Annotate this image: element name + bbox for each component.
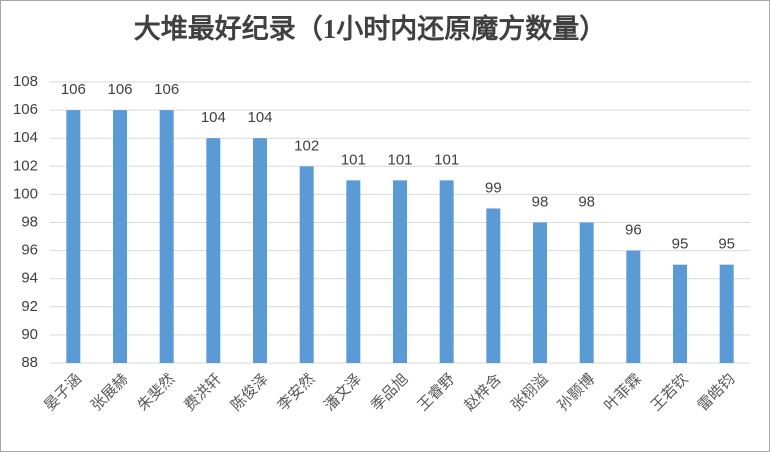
value-label: 104: [247, 109, 272, 126]
value-label: 98: [532, 193, 549, 210]
bar: [159, 110, 174, 363]
bar: [626, 250, 641, 363]
value-label: 102: [294, 137, 319, 154]
value-label: 101: [341, 151, 366, 168]
value-label: 106: [61, 81, 86, 98]
y-tick-label: 108: [13, 73, 38, 90]
value-label: 99: [485, 179, 502, 196]
bar: [346, 180, 361, 363]
bar: [253, 138, 267, 363]
bar: [393, 180, 407, 363]
value-label: 101: [387, 151, 412, 168]
y-tick-label: 98: [21, 213, 38, 230]
value-label: 98: [578, 193, 595, 210]
bar: [299, 166, 314, 363]
value-label: 101: [434, 151, 459, 168]
bar: [486, 208, 501, 363]
y-tick-label: 104: [13, 129, 38, 146]
bar: [533, 222, 547, 363]
bar: [206, 138, 221, 363]
y-tick-label: 94: [21, 270, 38, 287]
y-tick-label: 102: [13, 157, 38, 174]
bar: [66, 110, 81, 363]
value-label: 104: [201, 109, 226, 126]
bar: [719, 264, 734, 363]
bar: [579, 222, 594, 363]
value-label: 95: [718, 236, 735, 253]
value-label: 95: [672, 236, 689, 253]
y-tick-label: 106: [13, 101, 38, 118]
y-tick-label: 92: [21, 298, 38, 315]
bar: [673, 264, 687, 363]
y-tick-label: 90: [21, 326, 38, 343]
y-tick-label: 88: [21, 354, 38, 371]
bar: [113, 110, 127, 363]
value-label: 96: [625, 222, 642, 239]
value-label: 106: [107, 81, 132, 98]
chart-title: 大堆最好纪录（1小时内还原魔方数量）: [134, 13, 607, 44]
y-tick-label: 96: [21, 242, 38, 259]
value-label: 106: [154, 81, 179, 98]
y-tick-label: 100: [13, 185, 38, 202]
bar: [439, 180, 454, 363]
